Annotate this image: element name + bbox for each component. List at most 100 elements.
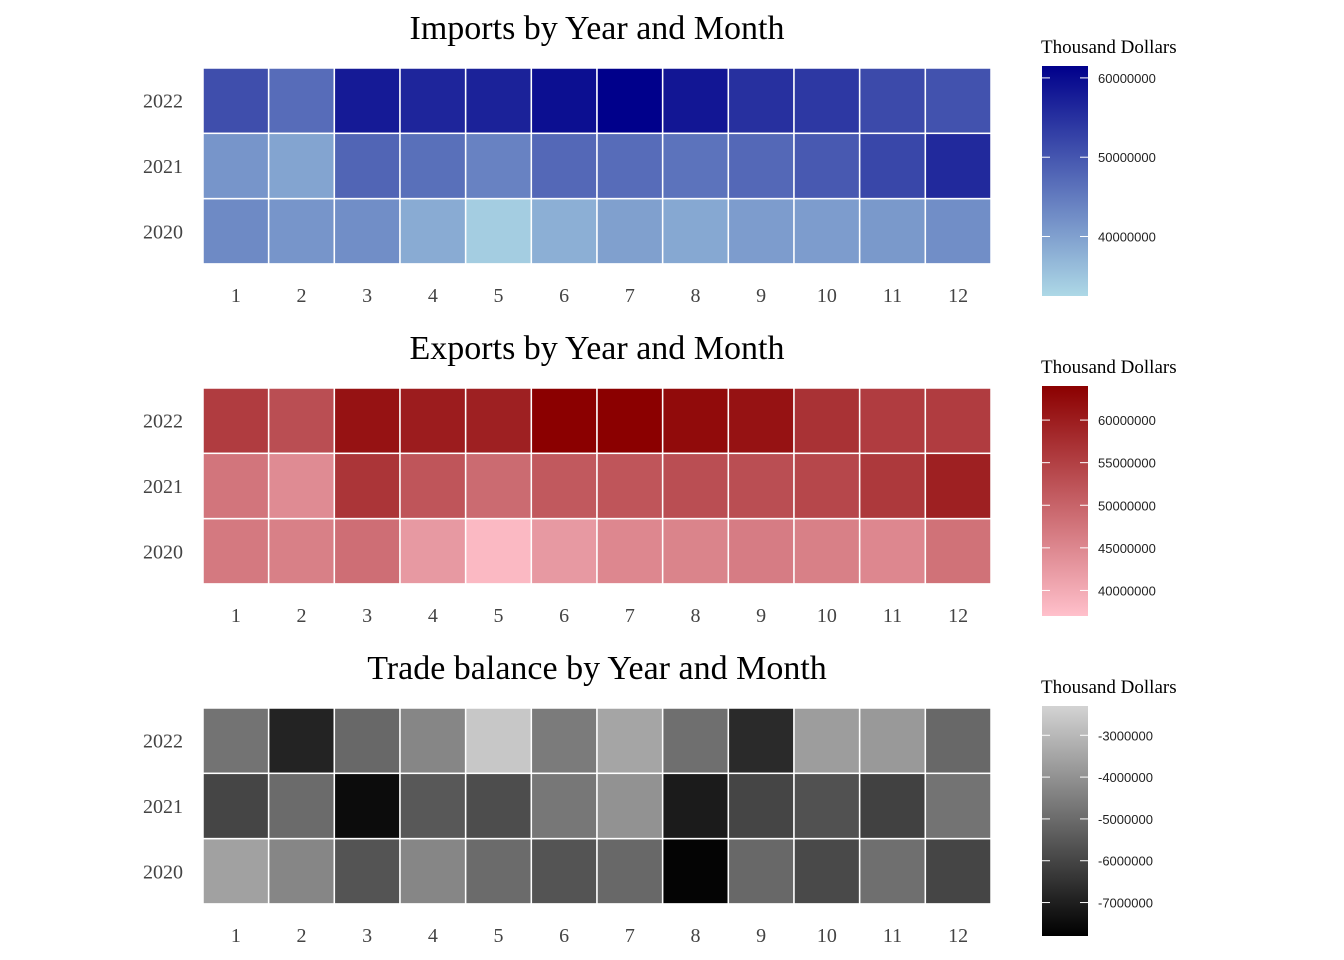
trade-balance-x-tick-label: 4 [428, 925, 438, 947]
imports-x-tick-label: 10 [817, 285, 837, 307]
trade-balance-cell-2020-11 [858, 837, 927, 905]
imports-cell-2021-9 [727, 132, 795, 200]
trade-balance-cell-2021-1 [202, 772, 270, 840]
exports-cell-2021-10 [793, 452, 861, 520]
exports-cell-2021-5 [464, 452, 533, 520]
exports-x-tick-label: 8 [691, 605, 701, 627]
trade-balance-legend-tick-label: -6000000 [1098, 854, 1153, 869]
imports-cell-2022-11 [858, 67, 927, 135]
exports-legend-title: Thousand Dollars [1041, 357, 1177, 378]
imports-x-tick-label: 3 [362, 285, 372, 307]
trade-balance-cell-2021-6 [530, 772, 598, 840]
trade-balance-legend-tick-label: -7000000 [1098, 896, 1153, 911]
trade-balance-cell-2021-8 [661, 772, 730, 840]
imports-cell-2020-10 [793, 197, 861, 265]
imports-cell-2022-8 [661, 67, 730, 135]
trade-balance-x-tick-label: 7 [625, 925, 635, 947]
exports-cell-2021-6 [530, 452, 598, 520]
imports-x-tick-label: 4 [428, 285, 438, 307]
imports-legend-tick-label: 50000000 [1098, 150, 1156, 165]
trade-balance-cell-2021-2 [267, 772, 336, 840]
imports-x-tick-label: 5 [494, 285, 504, 307]
trade-balance-cell-2020-12 [924, 837, 992, 905]
imports-x-tick-label: 8 [691, 285, 701, 307]
trade-balance-cell-2020-1 [202, 837, 270, 905]
exports-cell-2021-3 [333, 452, 401, 520]
trade-balance-cell-2021-9 [727, 772, 795, 840]
trade-balance-y-tick-label: 2020 [143, 861, 183, 883]
imports-cell-2022-9 [727, 67, 795, 135]
trade-balance-cell-2022-11 [858, 707, 927, 775]
trade-balance-cell-2020-2 [267, 837, 336, 905]
trade-balance-y-tick-label: 2021 [143, 796, 183, 818]
exports-x-tick-label: 6 [559, 605, 569, 627]
trade-balance-x-tick-label: 2 [297, 925, 307, 947]
exports-cell-2022-2 [267, 387, 336, 455]
trade-balance-cell-2020-5 [464, 837, 533, 905]
imports-legend-title: Thousand Dollars [1041, 37, 1177, 58]
exports-cell-2020-8 [661, 517, 730, 585]
trade-balance-cell-2021-12 [924, 772, 992, 840]
imports-x-tick-label: 2 [297, 285, 307, 307]
trade-balance-y-tick-label: 2022 [143, 731, 183, 753]
trade-balance-cell-2021-7 [596, 772, 664, 840]
trade-balance-cell-2022-5 [464, 707, 533, 775]
trade-balance-cell-2020-6 [530, 837, 598, 905]
imports-x-axis: 1 2 3 4 5 6 7 8 9 10 11 12 [231, 285, 968, 307]
exports-x-tick-label: 5 [494, 605, 504, 627]
trade-balance-legend-tick-label: -5000000 [1098, 812, 1153, 827]
imports-cell-2022-1 [202, 67, 270, 135]
exports-cell-2021-1 [202, 452, 270, 520]
trade-balance-x-tick-label: 11 [883, 925, 902, 947]
exports-cell-2021-7 [596, 452, 664, 520]
imports-cell-2022-6 [530, 67, 598, 135]
exports-legend-ticks: 40000000 45000000 50000000 55000000 60000000 [1042, 413, 1156, 598]
exports-cell-2022-11 [858, 387, 927, 455]
imports-y-axis: 2020 2021 2022 [143, 91, 183, 244]
imports-y-tick-label: 2021 [143, 156, 183, 178]
trade-balance-legend-colorbar [1042, 706, 1088, 936]
exports-y-tick-label: 2022 [143, 411, 183, 433]
imports-cell-2021-11 [858, 132, 927, 200]
imports-cell-2021-7 [596, 132, 664, 200]
imports-cell-2020-9 [727, 197, 795, 265]
imports-cell-2021-5 [464, 132, 533, 200]
exports-heatmap-panel: Exports by Year and Month 2020 2021 2022 1… [143, 330, 1177, 627]
trade-balance-legend-ticks: -7000000 -6000000 -5000000 -4000000 -3000000 [1042, 728, 1153, 911]
exports-cell-2022-10 [793, 387, 861, 455]
exports-cell-2022-6 [530, 387, 598, 455]
exports-y-axis: 2020 2021 2022 [143, 411, 183, 564]
exports-x-tick-label: 3 [362, 605, 372, 627]
imports-chart-title: Imports by Year and Month [410, 10, 785, 47]
exports-x-axis: 1 2 3 4 5 6 7 8 9 10 11 12 [231, 605, 968, 627]
trade-balance-cell-2022-2 [267, 707, 336, 775]
imports-x-tick-label: 7 [625, 285, 635, 307]
exports-cell-2020-3 [333, 517, 401, 585]
trade-balance-cell-2020-4 [399, 837, 467, 905]
imports-x-tick-label: 12 [948, 285, 968, 307]
exports-legend-tick-label: 40000000 [1098, 583, 1156, 598]
imports-x-tick-label: 11 [883, 285, 902, 307]
trade-balance-legend-tick-label: -4000000 [1098, 770, 1153, 785]
imports-cell-2022-10 [793, 67, 861, 135]
imports-cell-2021-1 [202, 132, 270, 200]
imports-legend-tick-label: 60000000 [1098, 71, 1156, 86]
trade-balance-x-tick-label: 1 [231, 925, 241, 947]
trade-balance-cell-2020-10 [793, 837, 861, 905]
exports-cell-2022-9 [727, 387, 795, 455]
trade-balance-y-axis: 2020 2021 2022 [143, 731, 183, 884]
exports-x-tick-label: 7 [625, 605, 635, 627]
exports-cell-2020-9 [727, 517, 795, 585]
trade-balance-x-tick-label: 8 [691, 925, 701, 947]
exports-x-tick-label: 10 [817, 605, 837, 627]
imports-cell-2022-2 [267, 67, 336, 135]
trade-balance-cell-2022-9 [727, 707, 795, 775]
imports-cell-2020-12 [924, 197, 992, 265]
imports-y-tick-label: 2022 [143, 91, 183, 113]
trade-balance-legend-tick-label: -3000000 [1098, 728, 1153, 743]
trade-balance-cell-2022-7 [596, 707, 664, 775]
trade-balance-x-tick-label: 12 [948, 925, 968, 947]
exports-legend-colorbar [1042, 386, 1088, 616]
trade-balance-cell-2021-10 [793, 772, 861, 840]
exports-cell-2020-7 [596, 517, 664, 585]
